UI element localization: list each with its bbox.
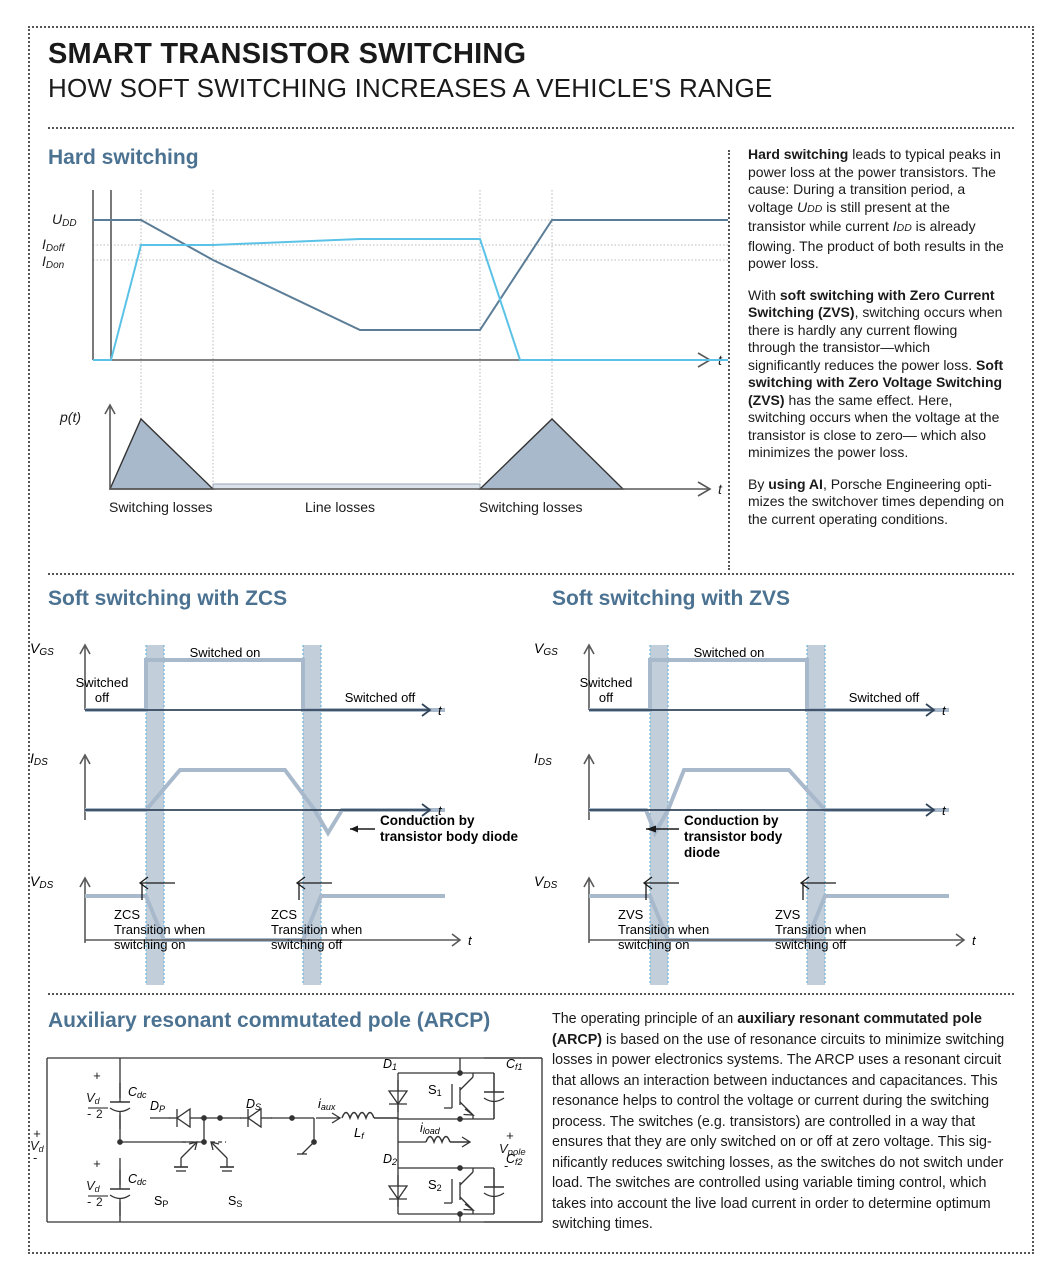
svg-text:ZCS: ZCS bbox=[271, 907, 297, 922]
svg-text:t: t bbox=[972, 933, 977, 948]
svg-text:D2: D2 bbox=[383, 1152, 397, 1167]
svg-text:UDD: UDD bbox=[52, 211, 77, 229]
svg-text:+: + bbox=[93, 1156, 101, 1171]
svg-text:Switched on: Switched on bbox=[694, 645, 765, 660]
svg-text:Switched on: Switched on bbox=[190, 645, 261, 660]
svg-text:t: t bbox=[718, 481, 723, 497]
svg-text:Conduction by: Conduction by bbox=[380, 813, 475, 828]
svg-text:D1: D1 bbox=[383, 1057, 397, 1072]
svg-text:VDS: VDS bbox=[30, 873, 54, 891]
svg-text:-: - bbox=[33, 1150, 37, 1165]
svg-text:Line losses: Line losses bbox=[305, 499, 375, 515]
svg-text:S2: S2 bbox=[428, 1177, 442, 1193]
svg-text:Switching losses: Switching losses bbox=[109, 499, 213, 515]
svg-text:Switching losses: Switching losses bbox=[479, 499, 583, 515]
svg-text:IDS: IDS bbox=[534, 750, 552, 768]
svg-text:off: off bbox=[95, 690, 110, 705]
svg-text:Switched: Switched bbox=[76, 675, 129, 690]
svg-text:Cdc: Cdc bbox=[128, 1085, 147, 1100]
svg-text:Switched off: Switched off bbox=[345, 690, 416, 705]
svg-text:Cdc: Cdc bbox=[128, 1172, 147, 1187]
svg-text:Lf: Lf bbox=[354, 1125, 365, 1141]
svg-text:switching off: switching off bbox=[775, 937, 847, 952]
svg-text:iload: iload bbox=[420, 1121, 441, 1136]
svg-text:transistor body: transistor body bbox=[684, 829, 783, 844]
svg-text:2: 2 bbox=[96, 1195, 103, 1209]
svg-text:t: t bbox=[468, 933, 473, 948]
svg-text:switching off: switching off bbox=[271, 937, 343, 952]
svg-text:ZVS: ZVS bbox=[618, 907, 644, 922]
svg-text:ZCS: ZCS bbox=[114, 907, 140, 922]
svg-text:S1: S1 bbox=[428, 1082, 442, 1098]
svg-text:Vpole: Vpole bbox=[499, 1141, 526, 1158]
svg-text:ZVS: ZVS bbox=[775, 907, 801, 922]
svg-text:Vd: Vd bbox=[86, 1178, 101, 1194]
svg-text:Transition when: Transition when bbox=[618, 922, 709, 937]
svg-text:+: + bbox=[93, 1068, 101, 1083]
svg-text:DS: DS bbox=[246, 1097, 261, 1112]
svg-text:SS: SS bbox=[228, 1194, 242, 1209]
svg-text:Transition when: Transition when bbox=[271, 922, 362, 937]
svg-text:diode: diode bbox=[684, 845, 720, 860]
svg-text:off: off bbox=[599, 690, 614, 705]
svg-text:-: - bbox=[504, 1158, 508, 1173]
svg-text:IDS: IDS bbox=[30, 750, 48, 768]
svg-text:Conduction by: Conduction by bbox=[684, 813, 779, 828]
svg-text:IDoff: IDoff bbox=[42, 236, 65, 254]
svg-text:switching on: switching on bbox=[618, 937, 690, 952]
svg-text:VDS: VDS bbox=[534, 873, 558, 891]
svg-text:Transition when: Transition when bbox=[114, 922, 205, 937]
svg-text:Vd: Vd bbox=[86, 1090, 101, 1106]
svg-text:Transition when: Transition when bbox=[775, 922, 866, 937]
svg-text:DP: DP bbox=[150, 1099, 165, 1114]
svg-text:switching on: switching on bbox=[114, 937, 186, 952]
svg-text:Switched: Switched bbox=[580, 675, 633, 690]
svg-text:SP: SP bbox=[154, 1194, 168, 1209]
svg-text:p(t): p(t) bbox=[59, 409, 81, 425]
svg-text:iaux: iaux bbox=[318, 1096, 336, 1112]
svg-text:IDon: IDon bbox=[42, 253, 65, 271]
svg-text:2: 2 bbox=[96, 1107, 103, 1121]
svg-text:Switched off: Switched off bbox=[849, 690, 920, 705]
svg-text:Cf1: Cf1 bbox=[506, 1057, 523, 1072]
svg-text:transistor body diode: transistor body diode bbox=[380, 829, 519, 844]
